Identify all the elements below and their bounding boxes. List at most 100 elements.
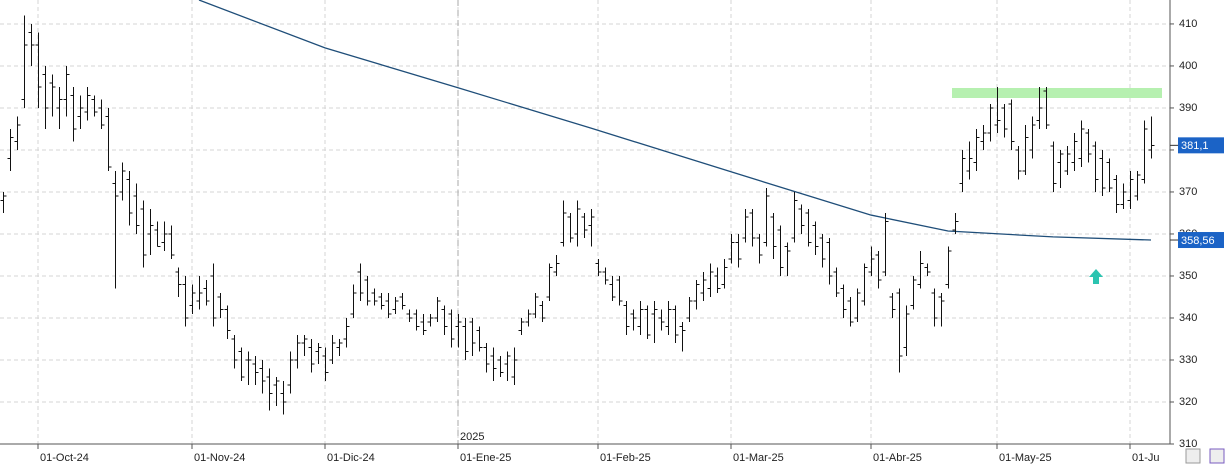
ohlc-bar bbox=[1141, 120, 1148, 184]
price-label-box bbox=[1178, 232, 1224, 249]
ohlc-bar bbox=[112, 170, 119, 289]
ohlc-bar bbox=[1071, 133, 1078, 171]
ohlc-bar bbox=[714, 267, 721, 293]
ohlc-bar bbox=[945, 246, 952, 289]
ohlc-bar bbox=[462, 317, 469, 360]
ohlc-bar bbox=[336, 338, 343, 356]
ohlc-bar bbox=[784, 242, 791, 276]
y-tick-label: 370 bbox=[1179, 186, 1197, 198]
ohlc-bar bbox=[28, 23, 35, 66]
ohlc-bar bbox=[693, 280, 700, 310]
ohlc-bar bbox=[147, 208, 154, 255]
ohlc-bar bbox=[252, 355, 259, 386]
ohlc-bar bbox=[903, 305, 910, 356]
ohlc-bar bbox=[1064, 145, 1071, 176]
ohlc-bar bbox=[966, 141, 973, 180]
ohlc-bar bbox=[399, 292, 406, 310]
ohlc-bar bbox=[1113, 175, 1120, 213]
ohlc-bar bbox=[217, 292, 224, 318]
ohlc-bar bbox=[609, 275, 616, 302]
ohlc-bar bbox=[1120, 183, 1127, 209]
x-tick-label: 01-Abr-25 bbox=[873, 452, 922, 464]
ohlc-bar bbox=[406, 309, 413, 323]
ohlc-bar bbox=[259, 359, 266, 394]
y-tick-label: 310 bbox=[1179, 438, 1197, 450]
ohlc-bar bbox=[875, 250, 882, 289]
ohlc-bar bbox=[91, 95, 98, 117]
ohlc-bar bbox=[98, 99, 105, 129]
ohlc-bar bbox=[245, 351, 252, 386]
ohlc-bar bbox=[518, 317, 525, 335]
ohlc-bar bbox=[126, 170, 133, 226]
ohlc-bar bbox=[525, 309, 532, 327]
y-tick-label: 320 bbox=[1179, 396, 1197, 408]
ohlc-bar bbox=[49, 74, 56, 117]
ohlc-bar bbox=[574, 200, 581, 247]
ohlc-bar bbox=[749, 208, 756, 247]
ohlc-bar bbox=[840, 284, 847, 318]
ohlc-bar bbox=[812, 221, 819, 255]
ohlc-bar bbox=[1050, 141, 1057, 192]
ohlc-bar bbox=[532, 292, 539, 318]
ohlc-bar bbox=[644, 305, 651, 339]
ohlc-bar bbox=[266, 368, 273, 411]
ohlc-bar bbox=[224, 305, 231, 339]
ohlc-bar bbox=[882, 212, 889, 276]
ohlc-bar bbox=[1148, 116, 1155, 159]
ohlc-bar bbox=[1078, 120, 1085, 167]
ohlc-bar bbox=[987, 103, 994, 142]
ohlc-bar bbox=[672, 305, 679, 344]
up-arrow bbox=[1089, 269, 1103, 284]
ohlc-bar bbox=[938, 292, 945, 327]
y-tick-label: 390 bbox=[1179, 102, 1197, 114]
ohlc-bar bbox=[511, 347, 518, 386]
resistance-zone bbox=[952, 88, 1162, 98]
ohlc-bar bbox=[371, 288, 378, 306]
ohlc-bar bbox=[679, 322, 686, 352]
ohlc-bar bbox=[1085, 128, 1092, 163]
nav-button[interactable] bbox=[1209, 448, 1225, 464]
ohlc-bar bbox=[770, 212, 777, 260]
ohlc-bar bbox=[728, 233, 735, 264]
ohlc-bar bbox=[364, 275, 371, 306]
ohlc-bar bbox=[14, 116, 21, 150]
ohlc-bar bbox=[77, 95, 84, 129]
ohlc-bar bbox=[1043, 86, 1050, 129]
ohlc-bar bbox=[854, 288, 861, 323]
year-label: 2025 bbox=[460, 431, 484, 443]
ohlc-bar bbox=[182, 275, 189, 327]
ohlc-bar bbox=[273, 376, 280, 407]
ohlc-bar bbox=[490, 347, 497, 381]
x-tick-label: 01-Oct-24 bbox=[40, 452, 89, 464]
ohlc-bar bbox=[994, 86, 1001, 134]
ohlc-bar bbox=[1015, 145, 1022, 180]
ohlc-bar bbox=[826, 238, 833, 285]
ohlc-bar bbox=[1001, 103, 1008, 138]
ohlc-bar bbox=[35, 32, 42, 108]
ohlc-bar bbox=[1022, 124, 1029, 176]
ohlc-bar bbox=[343, 317, 350, 348]
ohlc-bar bbox=[581, 212, 588, 239]
ohlc-bar bbox=[630, 309, 637, 331]
ohlc-bar bbox=[868, 246, 875, 276]
ohlc-bar bbox=[889, 292, 896, 318]
y-tick-label: 350 bbox=[1179, 270, 1197, 282]
ohlc-bar bbox=[455, 313, 462, 348]
x-tick-label: 01-Ju bbox=[1132, 452, 1160, 464]
ohlc-bar bbox=[539, 301, 546, 323]
ohlc-bar bbox=[385, 292, 392, 318]
ohlc-bar bbox=[203, 280, 210, 306]
ohlc-bar bbox=[623, 301, 630, 335]
ohlc-bar bbox=[119, 162, 126, 201]
ohlc-bar bbox=[70, 86, 77, 142]
ohlc-bar bbox=[560, 200, 567, 247]
ohlc-bar bbox=[504, 351, 511, 381]
nav-button[interactable] bbox=[1185, 448, 1201, 464]
ohlc-bar bbox=[231, 334, 238, 369]
ohlc-bar bbox=[133, 183, 140, 234]
ohlc-bar bbox=[483, 343, 490, 373]
y-tick-label: 330 bbox=[1179, 354, 1197, 366]
x-tick-label: 01-Ene-25 bbox=[460, 452, 511, 464]
ohlc-bar bbox=[378, 292, 385, 310]
